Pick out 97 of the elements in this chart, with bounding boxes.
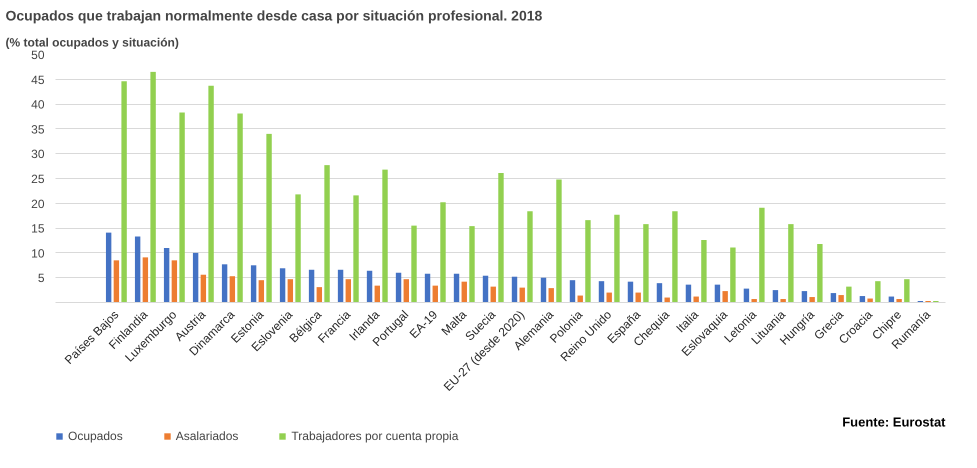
bar (520, 288, 525, 302)
bar (614, 214, 620, 302)
bar (258, 280, 264, 302)
bar (490, 286, 496, 302)
bar (527, 211, 533, 302)
bar (280, 268, 286, 302)
bar (440, 202, 446, 302)
bar (759, 208, 765, 302)
bar (686, 284, 692, 302)
bar (540, 278, 546, 302)
legend-label: Ocupados (68, 429, 123, 443)
bar (432, 286, 438, 302)
bar (867, 298, 873, 302)
bar (838, 295, 844, 302)
bar (316, 287, 322, 302)
bar (809, 297, 815, 302)
bar (714, 284, 720, 302)
bar (172, 260, 178, 302)
bar (628, 282, 634, 302)
bar (134, 236, 140, 302)
bar (888, 296, 894, 302)
bar (570, 280, 576, 302)
y-tick-label: 10 (31, 246, 45, 260)
bar (164, 248, 170, 302)
bar (192, 252, 198, 302)
bar (482, 276, 488, 302)
bar (308, 270, 314, 302)
bar (462, 282, 467, 302)
bar (772, 290, 778, 302)
bar (664, 298, 670, 302)
y-tick-label: 35 (31, 122, 45, 136)
y-tick-label: 40 (31, 98, 45, 112)
bar (701, 240, 707, 302)
bar (237, 114, 243, 302)
bar (598, 281, 604, 302)
bar (142, 257, 148, 302)
bar (374, 286, 380, 302)
y-tick-label: 30 (31, 147, 45, 162)
bar (179, 112, 185, 302)
bar (338, 270, 344, 302)
legend-label: Trabajadores por cuenta propia (291, 429, 458, 443)
bar (585, 220, 591, 302)
bar (904, 279, 910, 302)
bar (860, 296, 866, 302)
bar (404, 279, 409, 302)
bar (556, 179, 562, 302)
chart-subtitle: (% total ocupados y situación) (6, 36, 179, 50)
bar (656, 283, 662, 302)
source-note: Fuente: Eurostat (842, 414, 946, 430)
bar (150, 72, 156, 302)
bar (830, 293, 836, 302)
bar (424, 274, 430, 302)
bar (693, 296, 699, 302)
y-tick-label: 45 (31, 72, 45, 87)
bar (636, 292, 641, 302)
bar (230, 276, 236, 302)
bar (222, 264, 228, 302)
bar (730, 247, 736, 302)
bar (469, 226, 475, 302)
chart-title: Ocupados que trabajan normalmente desde casa por situación profesional. 2018 (6, 8, 543, 24)
bar (114, 260, 120, 302)
bar (875, 281, 881, 302)
bar (250, 265, 256, 302)
bar (512, 276, 518, 302)
bar (353, 195, 359, 302)
bar (846, 286, 852, 302)
bar (324, 165, 330, 302)
bar (788, 224, 794, 302)
y-tick-label: 15 (31, 222, 45, 236)
bar (295, 194, 301, 302)
bar (382, 170, 388, 302)
y-tick-label: 25 (31, 172, 45, 186)
bar (498, 173, 504, 302)
bar (548, 288, 554, 302)
legend-label: Asalariados (176, 429, 238, 443)
bar (200, 274, 206, 302)
bar (722, 291, 728, 302)
bar (396, 272, 402, 302)
bar (802, 291, 808, 302)
bar (366, 270, 372, 302)
bar (578, 296, 583, 302)
bar (672, 211, 678, 302)
bar (121, 81, 127, 302)
bar (411, 226, 417, 302)
bar (208, 86, 214, 302)
bar (606, 292, 612, 302)
bar (346, 279, 352, 302)
bar (288, 279, 294, 302)
bar (817, 244, 823, 302)
bar (643, 224, 649, 302)
bar (106, 232, 112, 302)
bar (744, 288, 750, 302)
y-tick-label: 5 (38, 271, 45, 286)
bar (454, 274, 460, 302)
y-tick-label: 20 (31, 196, 45, 211)
y-tick-label: 50 (31, 48, 45, 62)
bar (266, 134, 272, 302)
